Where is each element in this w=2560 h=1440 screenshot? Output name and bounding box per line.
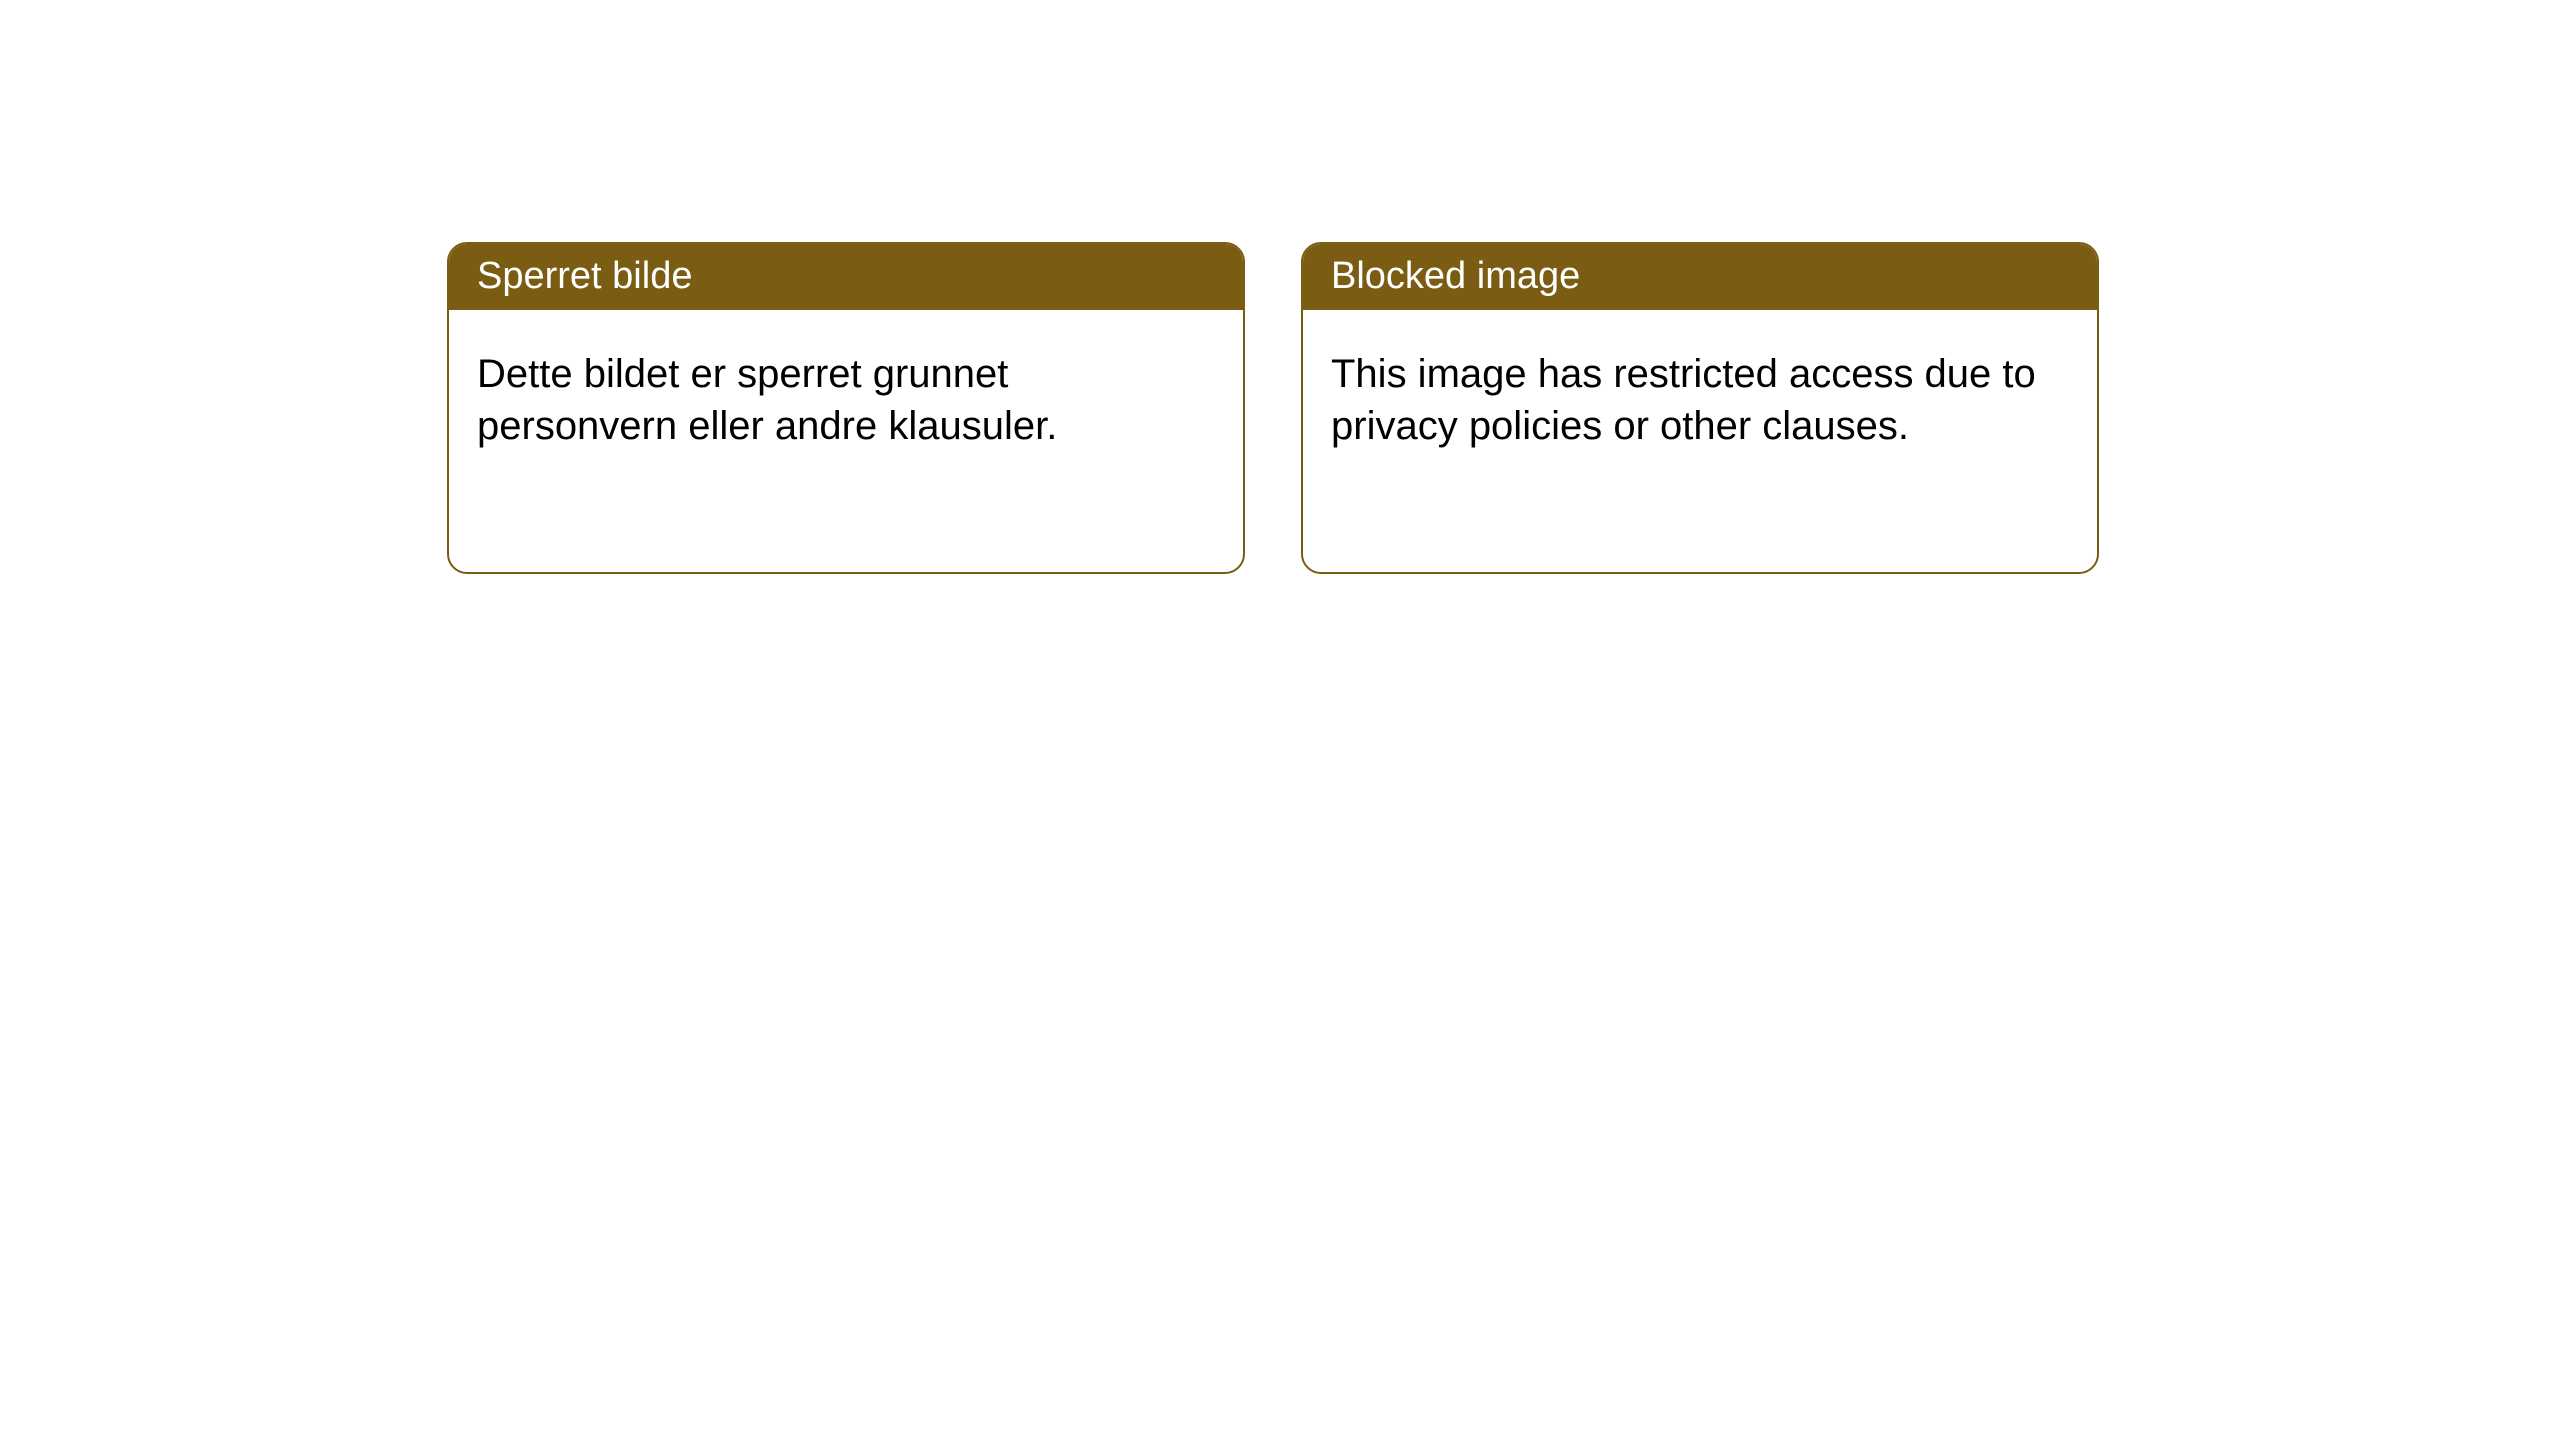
notice-title-norwegian: Sperret bilde — [449, 244, 1243, 310]
notice-card-norwegian: Sperret bilde Dette bildet er sperret gr… — [447, 242, 1245, 574]
notice-card-english: Blocked image This image has restricted … — [1301, 242, 2099, 574]
notice-body-norwegian: Dette bildet er sperret grunnet personve… — [449, 310, 1243, 490]
notices-container: Sperret bilde Dette bildet er sperret gr… — [447, 242, 2099, 574]
notice-body-english: This image has restricted access due to … — [1303, 310, 2097, 490]
notice-title-english: Blocked image — [1303, 244, 2097, 310]
